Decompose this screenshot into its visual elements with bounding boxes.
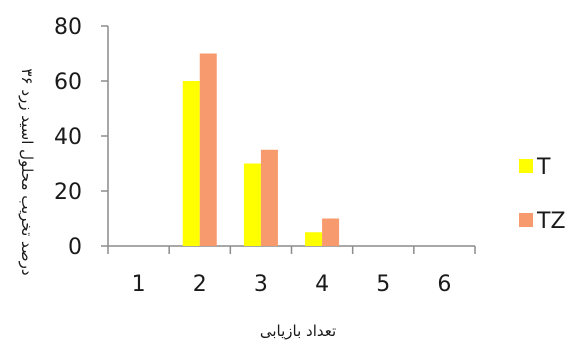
y-tick-label: 0 (68, 235, 82, 260)
bar-t-2 (182, 81, 200, 246)
x-tick-label: 6 (437, 272, 451, 297)
legend-swatch-t (519, 159, 533, 173)
bar-t-4 (305, 232, 323, 246)
legend-label-tz: TZ (536, 209, 566, 234)
legend: T TZ (519, 155, 566, 234)
bar-tz-4 (322, 218, 340, 246)
y-tick-label: 40 (54, 125, 82, 150)
legend-swatch-tz (519, 213, 533, 227)
plot-area: 0 20 40 60 80 1 2 3 4 5 6 (54, 15, 476, 297)
x-tick-label: 1 (132, 272, 146, 297)
x-tick-label: 4 (315, 272, 329, 297)
y-tick-label: 20 (54, 180, 82, 205)
legend-label-t: T (536, 155, 551, 180)
bar-t-3 (243, 163, 261, 246)
x-tick-label: 5 (376, 272, 390, 297)
x-tick-label: 2 (193, 272, 207, 297)
x-axis-title: تعداد بازیابی (260, 322, 336, 340)
y-tick-label: 80 (54, 15, 82, 40)
bar-tz-2 (199, 53, 217, 246)
x-tick-label: 3 (254, 272, 268, 297)
y-tick-label: 60 (54, 70, 82, 95)
y-axis-title: درصد تخریب محلول اسید زرد ۳۶ (18, 68, 36, 275)
bar-tz-3 (260, 149, 278, 246)
